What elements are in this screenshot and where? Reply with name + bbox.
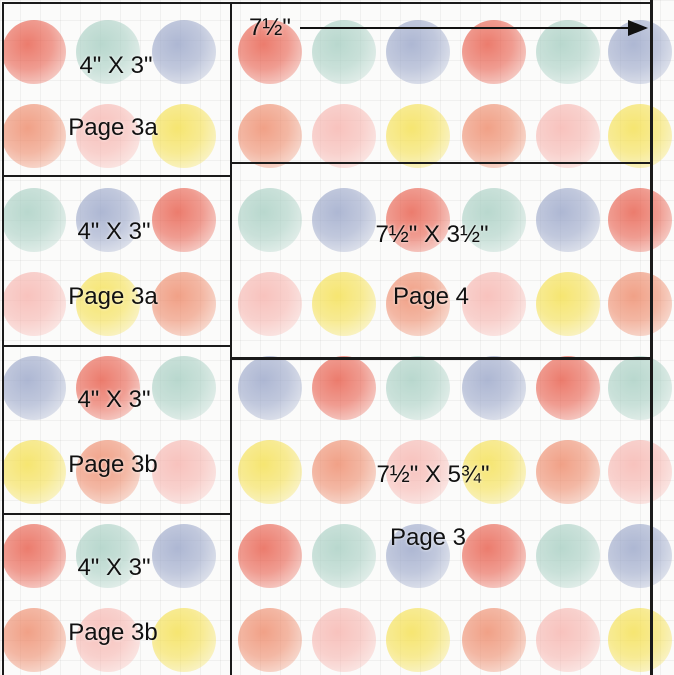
watercolor-dot xyxy=(76,608,140,672)
watercolor-dot xyxy=(152,440,216,504)
width-arrow xyxy=(300,20,648,36)
watercolor-dot xyxy=(462,608,526,672)
watercolor-dot xyxy=(152,608,216,672)
piece-5-size: 7½" X 3½" xyxy=(375,221,489,248)
watercolor-dot xyxy=(152,356,216,420)
watercolor-dot xyxy=(238,188,302,252)
watercolor-dot xyxy=(76,188,140,252)
watercolor-dot xyxy=(386,188,450,252)
watercolor-dot xyxy=(2,272,66,336)
watercolor-dot xyxy=(536,272,600,336)
watercolor-dot xyxy=(312,440,376,504)
watercolor-dot xyxy=(152,272,216,336)
watercolor-dot xyxy=(238,104,302,168)
watercolor-dot xyxy=(536,608,600,672)
watercolor-dot xyxy=(386,272,450,336)
watercolor-dot xyxy=(536,440,600,504)
piece-4-size: 4" X 3" xyxy=(77,554,151,581)
watercolor-dot xyxy=(536,104,600,168)
page-3-top-line xyxy=(230,357,653,359)
piece-2-page: Page 3a xyxy=(68,283,158,310)
watercolor-dot xyxy=(386,524,450,588)
watercolor-dot xyxy=(536,524,600,588)
watercolor-dot xyxy=(238,440,302,504)
watercolor-dot xyxy=(608,608,672,672)
watercolor-dot xyxy=(312,272,376,336)
watercolor-dot xyxy=(608,272,672,336)
watercolor-dot xyxy=(2,20,66,84)
watercolor-dot xyxy=(76,440,140,504)
watercolor-dot xyxy=(2,608,66,672)
watercolor-dot xyxy=(312,104,376,168)
watercolor-dot xyxy=(312,20,376,84)
watercolor-dot xyxy=(76,356,140,420)
watercolor-dot xyxy=(462,104,526,168)
watercolor-dot xyxy=(536,20,600,84)
watercolor-dot xyxy=(76,272,140,336)
watercolor-dot xyxy=(386,20,450,84)
watercolor-dot xyxy=(2,104,66,168)
watercolor-dot xyxy=(608,524,672,588)
watercolor-dot xyxy=(2,440,66,504)
width-label: 7½" xyxy=(249,14,291,41)
watercolor-dot xyxy=(608,104,672,168)
watercolor-dot xyxy=(152,524,216,588)
watercolor-dot xyxy=(462,356,526,420)
piece-3-page: Page 3b xyxy=(68,451,158,478)
watercolor-dot xyxy=(608,356,672,420)
watercolor-dot xyxy=(312,356,376,420)
watercolor-dot xyxy=(462,272,526,336)
piece-1-size: 4" X 3" xyxy=(79,52,153,79)
watercolor-dot xyxy=(2,524,66,588)
watercolor-dot xyxy=(608,440,672,504)
watercolor-dot xyxy=(238,524,302,588)
piece-6-page: Page 3 xyxy=(389,524,467,551)
watercolor-dot xyxy=(2,356,66,420)
watercolor-dot xyxy=(238,272,302,336)
watercolor-dot xyxy=(76,104,140,168)
watercolor-dot xyxy=(238,20,302,84)
watercolor-dot xyxy=(536,188,600,252)
piece-2-size: 4" X 3" xyxy=(77,218,151,245)
watercolor-dot xyxy=(386,104,450,168)
piece-3-size: 4" X 3" xyxy=(77,386,151,413)
watercolor-dot xyxy=(312,608,376,672)
piece-4-page: Page 3b xyxy=(68,619,158,646)
watercolor-dot xyxy=(462,188,526,252)
watercolor-dot xyxy=(152,188,216,252)
watercolor-dot xyxy=(76,524,140,588)
watercolor-dot xyxy=(386,356,450,420)
watercolor-dot xyxy=(608,188,672,252)
watercolor-dot xyxy=(76,20,140,84)
watercolor-dot xyxy=(152,104,216,168)
watercolor-dot xyxy=(386,440,450,504)
watercolor-dot xyxy=(2,188,66,252)
watercolor-dot xyxy=(238,608,302,672)
piece-5-page: Page 4 xyxy=(392,283,470,310)
watercolor-dot xyxy=(152,20,216,84)
right-trim-line xyxy=(650,0,653,675)
watercolor-dot xyxy=(462,440,526,504)
watercolor-dot xyxy=(386,608,450,672)
watercolor-dot xyxy=(238,356,302,420)
watercolor-dot xyxy=(312,188,376,252)
piece-6-size: 7½" X 5¾" xyxy=(376,461,490,488)
piece-1-page: Page 3a xyxy=(68,114,158,141)
watercolor-dot xyxy=(462,524,526,588)
watercolor-dot xyxy=(312,524,376,588)
watercolor-dot xyxy=(462,20,526,84)
watercolor-dot xyxy=(536,356,600,420)
